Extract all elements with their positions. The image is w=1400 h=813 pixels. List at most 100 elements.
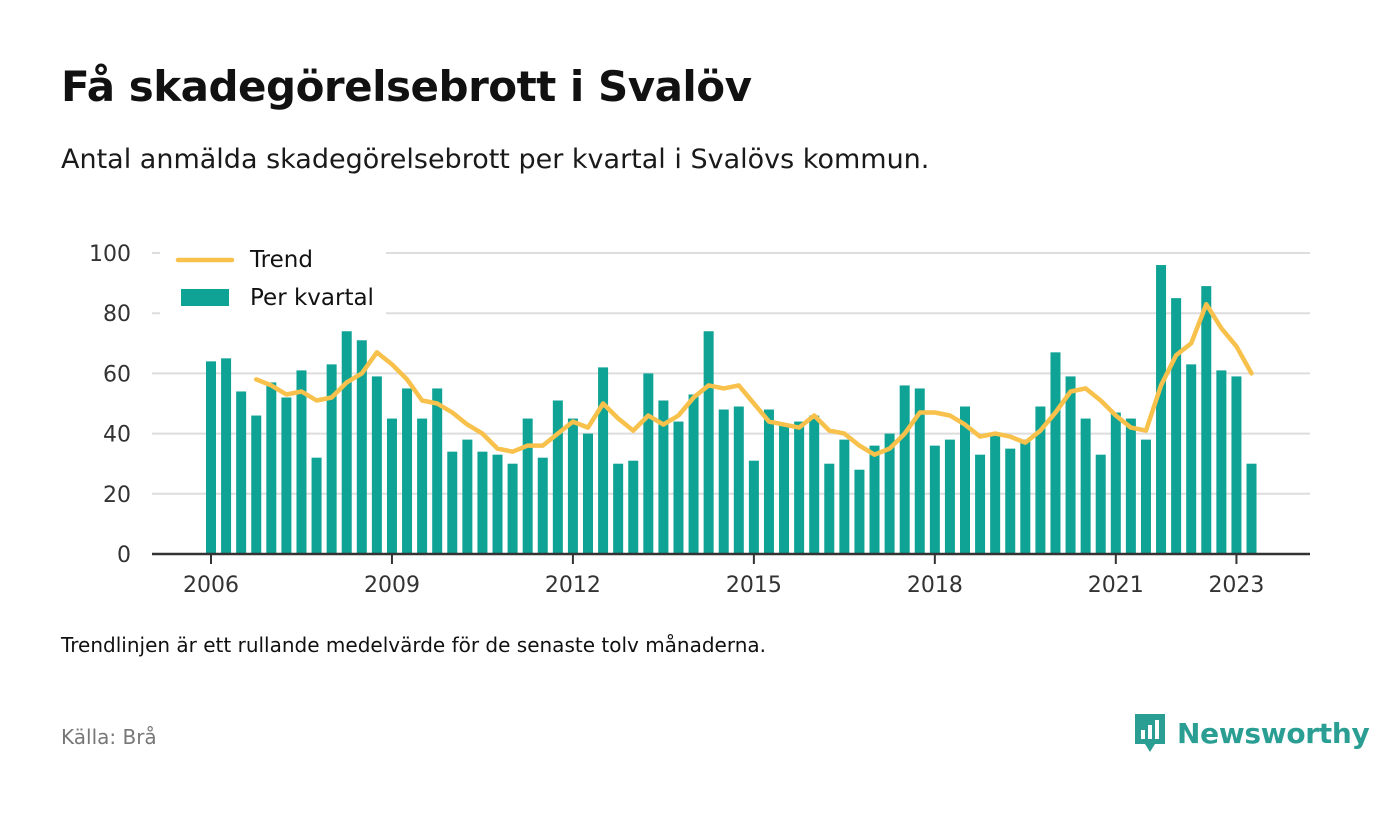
legend: Trend Per kvartal — [160, 238, 386, 318]
bar — [1156, 265, 1167, 554]
bar — [326, 364, 337, 554]
bar — [763, 409, 774, 554]
source-credit: Källa: Brå — [61, 725, 157, 749]
bar — [417, 418, 428, 554]
trend-series — [253, 301, 1254, 457]
bar — [371, 376, 382, 554]
bar — [869, 445, 880, 554]
bar — [839, 439, 850, 554]
bar — [794, 421, 805, 554]
bar — [583, 433, 593, 554]
bar — [432, 388, 443, 554]
bar — [779, 424, 790, 554]
bars-series — [206, 265, 1257, 554]
bar — [462, 439, 473, 554]
bar — [552, 400, 563, 554]
bar — [1216, 370, 1227, 554]
bar — [975, 454, 986, 554]
page-subtitle: Antal anmälda skadegörelsebrott per kvar… — [61, 144, 930, 175]
bar — [628, 460, 639, 554]
bar — [944, 439, 955, 554]
bar — [854, 469, 865, 554]
bar — [522, 418, 533, 554]
brand-name: Newsworthy — [1177, 716, 1370, 750]
legend-trend-label: Trend — [249, 247, 313, 273]
y-tick-label: 20 — [103, 483, 131, 508]
y-tick-label: 80 — [103, 302, 131, 327]
brand-logo[interactable]: Newsworthy — [1133, 711, 1370, 755]
bar — [1231, 376, 1242, 554]
bar — [1080, 418, 1091, 554]
bar — [537, 457, 548, 554]
bar — [733, 406, 744, 554]
bar — [899, 385, 910, 554]
legend-bars-swatch — [181, 289, 229, 306]
bar — [1246, 463, 1257, 554]
bar — [673, 421, 684, 554]
bar — [960, 406, 970, 554]
bar — [311, 457, 322, 554]
y-tick-label: 60 — [103, 362, 131, 387]
bar — [809, 415, 820, 554]
bar — [1050, 352, 1061, 554]
y-tick-label: 100 — [89, 242, 131, 267]
bar — [1201, 286, 1212, 554]
bar — [748, 460, 759, 554]
bar — [567, 418, 578, 554]
bar — [1125, 418, 1136, 554]
bar — [1020, 439, 1031, 554]
y-axis-tick-labels: 0 20 40 60 80 100 — [89, 242, 131, 568]
bar — [884, 433, 895, 554]
bar — [824, 463, 835, 554]
bar — [1095, 454, 1106, 554]
bar — [613, 463, 624, 554]
x-tick-label: 2012 — [545, 573, 601, 598]
bar — [296, 370, 307, 554]
bar — [236, 391, 247, 554]
x-tick-label: 2015 — [726, 573, 782, 598]
bar — [477, 451, 488, 554]
page-title: Få skadegörelsebrott i Svalöv — [61, 62, 752, 111]
bar — [914, 388, 925, 554]
x-tick-label: 2006 — [183, 573, 239, 598]
y-tick-label: 40 — [103, 423, 131, 448]
footnote: Trendlinjen är ett rullande medelvärde f… — [61, 633, 767, 657]
bar — [643, 373, 654, 554]
bar — [1171, 298, 1182, 554]
bar — [1035, 406, 1046, 554]
bar — [386, 418, 397, 554]
bar — [658, 400, 669, 554]
bar — [507, 463, 518, 554]
bar — [1140, 439, 1151, 554]
bar — [266, 382, 277, 554]
bar — [402, 388, 413, 554]
bar — [598, 367, 609, 554]
bar — [447, 451, 458, 554]
x-tick-label: 2009 — [364, 573, 420, 598]
bar — [1005, 448, 1016, 554]
x-tick-label: 2018 — [907, 573, 963, 598]
bar — [281, 397, 292, 554]
bar — [688, 394, 699, 554]
bar — [492, 454, 503, 554]
bar — [1065, 376, 1076, 554]
bar — [341, 331, 352, 554]
newsworthy-logo-icon — [1135, 714, 1165, 752]
bar — [1186, 364, 1197, 554]
bar — [221, 358, 232, 554]
bar — [206, 361, 216, 554]
trend-line — [253, 301, 1254, 457]
bar — [356, 340, 367, 554]
x-tick-label: 2021 — [1088, 573, 1144, 598]
bar — [718, 409, 729, 554]
bar — [990, 433, 1001, 554]
bar — [703, 331, 714, 554]
bar — [929, 445, 940, 554]
bar — [1110, 412, 1121, 554]
x-tick-label: 2023 — [1208, 573, 1264, 598]
legend-bars-label: Per kvartal — [250, 285, 374, 311]
bar — [251, 415, 262, 554]
y-tick-label: 0 — [117, 543, 131, 568]
x-axis-tick-labels: 2006 2009 2012 2015 2018 2021 2023 — [183, 554, 1264, 598]
